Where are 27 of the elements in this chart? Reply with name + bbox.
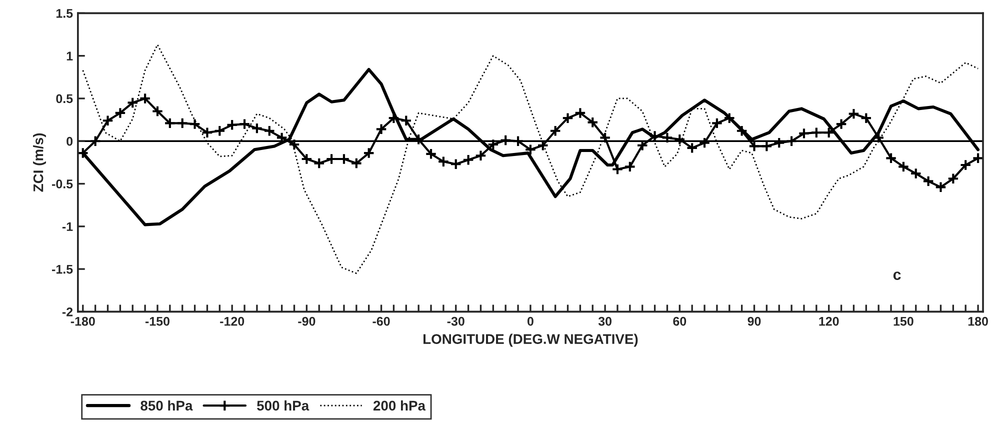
x-tick-label: -90 [298,316,316,326]
y-tick-label: 1 [66,52,73,60]
x-tick-label: 90 [748,316,761,326]
y-tick-label: 0.5 [56,94,73,104]
annotation: c [893,272,901,280]
x-tick-label: 150 [894,316,914,326]
y-tick-label: 1.5 [56,9,73,18]
x-tick-label: 120 [819,316,839,326]
y-tick-label: 0 [66,136,73,146]
y-tick-label: -0.5 [52,180,73,188]
x-tick-label: -120 [220,316,244,326]
x-tick-label: -60 [372,316,390,326]
y-axis-title: ZCI (m/s) [33,133,46,192]
x-tick-label: -150 [145,316,170,326]
x-axis-title: LONGITUDE (DEG.W NEGATIVE) [424,334,638,347]
x-tick-label: 0 [527,316,534,326]
x-tick-label: 180 [968,316,988,326]
x-tick-label: 30 [598,316,612,326]
x-tick-label: -30 [447,316,464,326]
y-tick-label: -1.5 [52,264,73,274]
y-tick-label: -2 [62,307,73,316]
x-tick-label: -180 [70,316,95,326]
y-tick-label: -1 [62,222,73,231]
x-tick-label: 60 [673,316,686,326]
legend-label: 850 hPa [140,400,193,411]
legend-label: 200 hPa [373,400,426,411]
legend-label: 500 hPa [257,400,310,411]
